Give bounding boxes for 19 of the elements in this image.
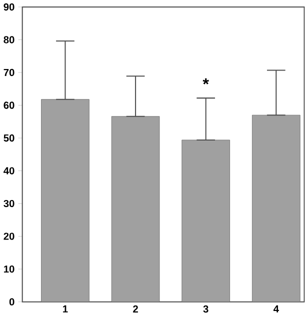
y-tick-label: 20	[4, 232, 14, 240]
bar	[252, 114, 300, 302]
x-tick-label: 3	[203, 305, 208, 313]
y-tick-label: 50	[4, 134, 14, 142]
y-tick-label: 0	[10, 298, 14, 306]
y-tick-label: 80	[4, 36, 14, 44]
y-tick-label: 70	[4, 68, 14, 76]
y-tick-label: 90	[4, 3, 14, 11]
bar	[111, 116, 160, 302]
y-tick-label: 40	[4, 167, 14, 174]
bar	[182, 140, 230, 302]
x-tick-label: 1	[63, 305, 68, 312]
y-tick-label: 10	[4, 265, 14, 273]
x-tick-label: 4	[274, 305, 280, 312]
y-tick-label: 30	[4, 200, 14, 208]
y-tick-label: 60	[4, 102, 14, 109]
x-tick-label: 2	[133, 305, 138, 312]
bar	[41, 99, 90, 302]
annotation: *	[202, 78, 210, 84]
